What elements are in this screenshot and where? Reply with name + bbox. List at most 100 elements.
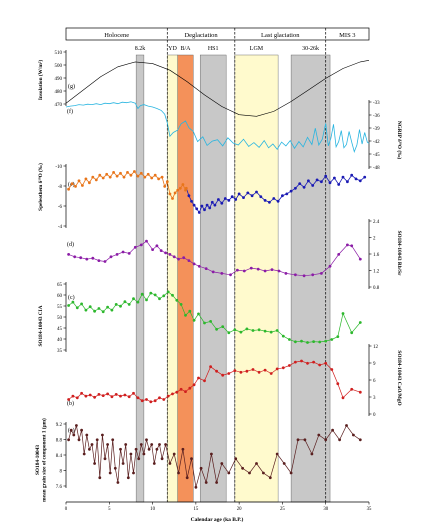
data-point-b [88, 393, 92, 397]
x-axis: Calendar age (ka B.P.) 0 5 10 15 20 25 30 35 [65, 501, 372, 523]
data-point-a [331, 428, 334, 432]
data-point-c [192, 318, 196, 322]
data-point-b [324, 361, 328, 365]
data-point-e [346, 180, 349, 184]
data-point-d [236, 268, 239, 272]
y-tick-label-f: -33 [373, 101, 380, 106]
data-point-e [115, 174, 119, 178]
y-tick-label-g: 470 [55, 103, 63, 108]
data-point-c [221, 325, 225, 328]
data-point-b [136, 396, 140, 400]
series-line-d [68, 240, 361, 277]
data-point-a [204, 481, 208, 484]
y-axis-label-text-c: SO184-10043 CIA [38, 305, 44, 346]
band-label-8-2k: 8.2k [135, 46, 146, 52]
data-point-e [133, 170, 136, 173]
data-point-a [134, 447, 138, 451]
data-point-b [245, 369, 249, 373]
data-point-a [310, 452, 314, 456]
y-tick-label-g: 490 [55, 77, 63, 82]
band-label-30-26k: 30-26k [302, 46, 319, 52]
data-point-d [115, 253, 119, 256]
data-point-d [155, 244, 159, 248]
band-label-yd: YD [168, 46, 177, 52]
data-point-c [341, 312, 345, 315]
data-point-b [215, 369, 219, 373]
y-tick-label-f: -39 [373, 127, 380, 132]
data-point-d [242, 269, 246, 273]
data-point-e [81, 184, 84, 187]
data-point-d [220, 272, 224, 275]
period-label-holocene: Holocene [104, 32, 129, 39]
data-point-a [106, 443, 109, 446]
data-point-b [127, 395, 131, 399]
data-point-e [112, 171, 115, 174]
series-line-a [68, 424, 361, 488]
data-point-c [300, 339, 303, 343]
data-point-b [312, 360, 315, 364]
data-point-c [71, 300, 75, 304]
data-point-c [149, 291, 153, 295]
data-point-e [337, 183, 341, 186]
data-point-c [175, 298, 179, 302]
data-point-a [199, 466, 203, 470]
data-point-c [106, 305, 109, 309]
data-point-a [289, 471, 293, 475]
band-b-a [177, 54, 194, 503]
data-point-c [80, 302, 83, 306]
data-point-b [203, 379, 206, 383]
data-point-d [73, 255, 77, 259]
data-point-b [101, 394, 105, 397]
band-yd [167, 54, 178, 503]
y-tick-label-c: 60 [57, 294, 63, 299]
data-point-b [166, 394, 170, 398]
data-point-a [119, 447, 122, 451]
data-point-a [132, 471, 135, 475]
data-point-c [275, 329, 279, 332]
data-point-b [197, 376, 200, 380]
data-point-b [281, 366, 285, 370]
data-point-e [333, 176, 336, 180]
data-point-e [91, 175, 95, 179]
y-axis-label-text-g: Insolation (W/m²) [37, 60, 44, 101]
data-point-e [101, 176, 105, 180]
data-point-a [121, 462, 125, 465]
data-point-a [82, 452, 86, 456]
data-point-c [288, 338, 291, 341]
data-point-e [237, 192, 241, 196]
data-point-e [242, 196, 245, 200]
data-point-d [145, 239, 148, 243]
data-point-b [110, 395, 114, 399]
data-point-a [160, 457, 164, 461]
data-point-e [176, 188, 180, 192]
data-point-e [354, 177, 358, 181]
data-point-b [97, 393, 101, 396]
data-point-c [127, 303, 131, 306]
data-point-a [194, 485, 198, 489]
period-boundaries [166, 28, 327, 502]
data-point-b [162, 398, 166, 401]
data-point-d [320, 272, 323, 275]
data-point-d [67, 253, 70, 256]
data-point-a [129, 452, 133, 456]
data-point-b [106, 392, 109, 396]
data-point-a [185, 476, 189, 480]
data-point-e [246, 191, 250, 195]
data-point-a [147, 447, 151, 451]
data-point-b [288, 364, 291, 367]
data-point-e [129, 173, 133, 177]
y-tick-label-f: -42 [373, 140, 380, 145]
data-point-a [137, 457, 141, 461]
x-axis-label: Calendar age (ka B.P.) [191, 516, 244, 523]
data-point-c [263, 329, 267, 333]
data-point-d [358, 257, 362, 261]
data-point-b [330, 368, 334, 371]
data-point-a [98, 476, 102, 480]
data-point-c [93, 309, 96, 313]
data-point-d [79, 256, 83, 260]
data-point-c [239, 330, 243, 334]
data-point-a [181, 447, 185, 451]
y-tick-label-e: -6 [58, 205, 63, 210]
data-point-a [139, 443, 143, 446]
data-point-c [281, 334, 285, 338]
